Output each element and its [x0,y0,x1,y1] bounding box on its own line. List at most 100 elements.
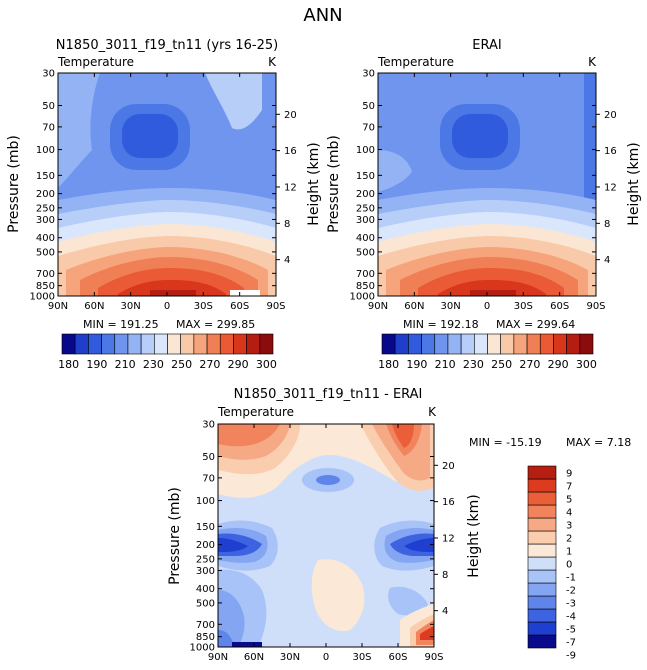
contour-band [218,630,234,647]
y-tick-label: 300 [196,566,215,577]
contour-band [311,559,365,632]
x-tick-label: 30N [121,301,141,312]
y-tick-label: 70 [202,473,215,484]
colorbar-swatch [527,556,557,571]
x-tick-label: 30S [194,301,213,312]
y-tick-label: 70 [42,122,55,133]
colorbar-swatch [408,333,422,355]
y-tick-label: 150 [36,171,55,182]
y-tick-label: 100 [36,145,55,156]
x-tick-label: 90S [586,301,605,312]
contour-band [150,290,196,296]
x-tick-label: 90S [266,301,285,312]
colorbar-swatch [579,333,594,355]
x-tick-label: 30N [441,301,461,312]
y-tick-label: 200 [196,540,215,551]
y-axis-label: Pressure (mb) [6,135,22,233]
y2-tick-label: 20 [442,461,455,472]
y-tick-label: 30 [42,69,55,80]
colorbar-swatch [527,608,557,623]
colorbar-swatch [527,517,557,532]
y-tick-label: 200 [356,189,375,200]
colorbar-label: 250 [171,358,192,371]
colorbar-swatch [566,333,581,355]
panel-obs: ERAI Temperature K Pressure (mb) Height … [326,38,642,331]
contour-band [122,114,178,158]
min-label: MIN = 191.25 [83,318,159,331]
y2-tick-label: 12 [284,182,297,193]
colorbar-swatch [500,333,515,355]
units-label: K [588,55,597,69]
x-tick-label: 0 [323,652,329,663]
colorbar-swatch [527,465,557,480]
colorbar-label: 210 [435,358,456,371]
y2-tick-label: 4 [284,255,290,266]
colorbar-label: 190 [406,358,427,371]
x-tick-label: 0 [164,301,170,312]
x-tick-label: 60S [550,301,569,312]
y-tick-label: 300 [356,215,375,226]
contour-field [58,73,276,296]
x-tick-label: 30N [280,652,300,663]
contour-band [230,290,260,296]
x-tick-label: 0 [484,301,490,312]
colorbar-label: 230 [143,358,164,371]
colorbar-swatch [180,333,195,355]
x-tick-label: 60S [230,301,249,312]
colorbar-swatch [527,491,557,506]
colorbar-swatch [527,582,557,597]
max-label: MAX = 299.64 [496,318,575,331]
contour-band [470,290,516,296]
panel-title: N1850_3011_f19_tn11 - ERAI [234,387,423,402]
colorbar-swatch [154,333,168,355]
contour-field [218,424,434,647]
colorbar-swatch [88,333,102,355]
max-label: MAX = 299.85 [176,318,255,331]
y2-axis-label: Height (km) [466,494,482,577]
y-tick-label: 100 [196,496,215,507]
contour-band [58,73,100,188]
colorbar-label: 290 [228,358,249,371]
colorbar-label: 1 [566,547,572,558]
colorbar-swatch [527,634,557,649]
colorbar-label: 250 [491,358,512,371]
y-tick-label: 70 [362,122,375,133]
contour-band [118,280,226,296]
page-title: ANN [303,5,342,26]
colorbar-label: 5 [566,495,572,506]
colorbar-swatch [219,333,234,355]
x-tick-label: 60N [404,301,424,312]
colorbar-swatch [447,333,462,355]
colorbar-label: -4 [566,612,576,623]
y2-tick-label: 16 [442,497,455,508]
colorbar-swatch [233,333,247,355]
colorbar-label: -7 [566,638,576,649]
contour-band [218,538,248,552]
y-tick-label: 250 [196,554,215,565]
y-tick-label: 1000 [190,643,215,654]
contour-band [218,424,280,447]
colorbar-swatch [527,569,557,584]
y-tick-label: 100 [356,145,375,156]
min-label: MIN = 192.18 [403,318,479,331]
x-tick-label: 30S [352,652,371,663]
y-axis-label: Pressure (mb) [167,487,183,585]
y-tick-label: 50 [362,101,375,112]
colorbar-swatch [474,333,488,355]
y-tick-label: 500 [36,247,55,258]
y-tick-label: 150 [196,522,215,533]
y-tick-label: 500 [196,598,215,609]
colorbar-swatch [487,333,501,355]
contour-band [392,424,414,448]
x-tick-label: 90N [208,652,228,663]
x-tick-label: 60N [244,652,264,663]
colorbar-temperature: 180 190 210 230 250 270 290 300 180 190 210 230 250 2… [58,333,597,371]
panel-title: N1850_3011_f19_tn11 (yrs 16-25) [56,38,278,53]
contour-band [452,114,508,158]
colorbar-swatch [114,333,129,355]
colorbar-swatch [527,595,557,610]
y-tick-label: 500 [356,247,375,258]
y-tick-label: 150 [356,171,375,182]
y-tick-label: 200 [36,189,55,200]
